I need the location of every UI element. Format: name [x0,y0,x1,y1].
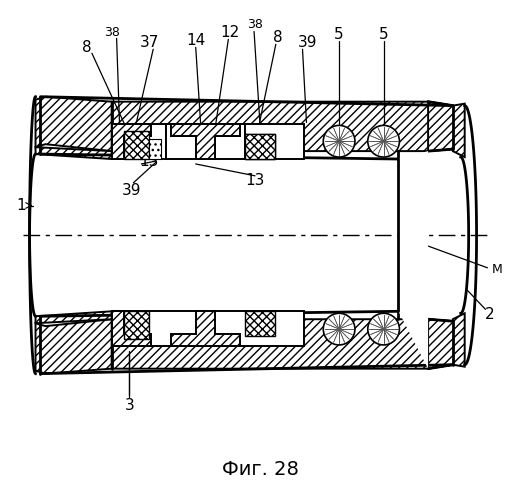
Circle shape [368,314,400,345]
Polygon shape [35,319,112,374]
Polygon shape [399,151,428,368]
Polygon shape [428,102,465,157]
Text: 12: 12 [221,25,240,40]
Polygon shape [112,124,151,159]
Polygon shape [428,314,465,368]
Polygon shape [112,312,151,346]
Text: 13: 13 [245,174,265,188]
Text: 38: 38 [247,18,263,31]
Polygon shape [124,132,149,159]
Text: 2: 2 [485,307,494,322]
Polygon shape [166,124,245,159]
Polygon shape [112,124,166,159]
Circle shape [323,126,355,157]
Polygon shape [171,312,240,346]
Text: 3: 3 [125,398,134,413]
Text: 14: 14 [186,33,206,48]
Circle shape [323,314,355,345]
Polygon shape [245,124,305,159]
Text: 39: 39 [121,183,141,198]
Text: Фиг. 28: Фиг. 28 [222,460,298,479]
Text: M: M [491,264,502,276]
Text: 39: 39 [298,35,317,50]
Text: 38: 38 [104,26,119,39]
Text: 5: 5 [379,27,388,42]
Polygon shape [245,134,275,159]
Polygon shape [35,147,112,159]
Circle shape [368,126,400,157]
Polygon shape [112,319,453,368]
Text: 8: 8 [273,30,283,45]
Text: 8: 8 [82,40,92,55]
Text: 1: 1 [16,198,25,213]
Polygon shape [245,312,275,336]
Polygon shape [112,102,453,151]
Polygon shape [112,312,305,346]
Text: 37: 37 [140,35,159,50]
Polygon shape [171,124,240,159]
Polygon shape [245,134,275,159]
Polygon shape [124,312,149,339]
Polygon shape [35,312,112,323]
Text: 13: 13 [140,154,159,168]
Polygon shape [171,124,240,159]
Polygon shape [35,96,112,151]
Polygon shape [149,139,161,159]
Text: 5: 5 [334,27,344,42]
